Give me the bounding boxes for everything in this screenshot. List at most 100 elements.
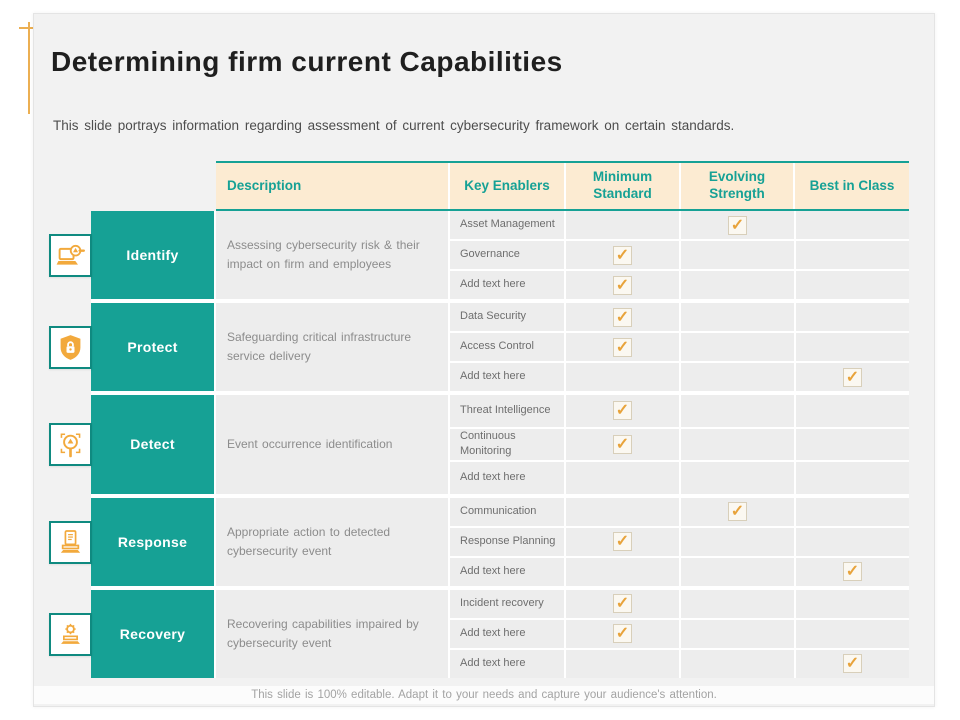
checkmark-icon: ✓ xyxy=(843,654,862,674)
checkmark-icon: ✓ xyxy=(843,562,862,582)
group-description: Safeguarding critical infrastructure ser… xyxy=(216,303,448,391)
enabler-row: Add text here xyxy=(450,462,909,494)
group-sub-rows: Communication ✓ Response Planning ✓ Add … xyxy=(450,497,909,586)
enabler-label: Asset Management xyxy=(450,211,564,239)
check-cell-minimum-standard xyxy=(566,363,679,391)
group-description: Assessing cybersecurity risk & their imp… xyxy=(216,211,448,299)
group-label: Protect xyxy=(91,303,214,391)
capability-group-row: Identify Assessing cybersecurity risk & … xyxy=(49,211,909,299)
header-best-in-class: Best in Class xyxy=(795,163,909,209)
check-cell-best-in-class xyxy=(796,211,909,239)
checkmark-icon: ✓ xyxy=(613,594,632,614)
group-sub-rows: Data Security ✓ Access Control ✓ Add tex… xyxy=(450,303,909,391)
check-cell-evolving-strength xyxy=(681,303,794,331)
group-sub-rows: Incident recovery ✓ Add text here ✓ Add … xyxy=(450,589,909,678)
check-cell-evolving-strength xyxy=(681,557,794,586)
check-cell-best-in-class xyxy=(796,303,909,331)
capability-group-row: Response Appropriate action to detected … xyxy=(49,497,909,586)
group-sub-rows: Asset Management ✓ Governance ✓ Add text… xyxy=(450,211,909,299)
enabler-row: Incident recovery ✓ xyxy=(450,589,909,618)
check-cell-evolving-strength xyxy=(681,649,794,678)
enabler-label: Add text here xyxy=(450,462,564,494)
slide-subtitle: This slide portrays information regardin… xyxy=(53,118,735,133)
group-label: Detect xyxy=(91,395,214,494)
check-cell-minimum-standard: ✓ xyxy=(566,527,679,556)
group-icon-box xyxy=(49,326,92,369)
decor-vertical-line xyxy=(28,22,30,114)
table-header-row: Description Key Enablers Minimum Standar… xyxy=(216,161,909,211)
enabler-label: Add text here xyxy=(450,363,564,391)
enabler-row: Add text here ✓ xyxy=(450,649,909,678)
laptop-gear-icon xyxy=(61,623,80,644)
check-cell-minimum-standard: ✓ xyxy=(566,428,679,461)
group-description: Appropriate action to detected cybersecu… xyxy=(216,497,448,586)
checkmark-icon: ✓ xyxy=(613,275,632,295)
enabler-label: Add text here xyxy=(450,619,564,648)
check-cell-minimum-standard: ✓ xyxy=(566,589,679,618)
capabilities-table: Description Key Enablers Minimum Standar… xyxy=(49,161,909,678)
enabler-label: Incident recovery xyxy=(450,589,564,618)
search-alert-icon xyxy=(60,433,81,458)
group-label: Recovery xyxy=(91,589,214,678)
check-cell-best-in-class: ✓ xyxy=(796,557,909,586)
enabler-label: Add text here xyxy=(450,557,564,586)
check-cell-best-in-class xyxy=(796,619,909,648)
group-description: Event occurrence identification xyxy=(216,395,448,494)
check-cell-minimum-standard: ✓ xyxy=(566,395,679,427)
enabler-row: Governance ✓ xyxy=(450,241,909,269)
check-cell-minimum-standard: ✓ xyxy=(566,333,679,361)
check-cell-minimum-standard: ✓ xyxy=(566,241,679,269)
enabler-row: Add text here ✓ xyxy=(450,271,909,299)
checkmark-icon: ✓ xyxy=(613,337,632,357)
laptop-search-icon xyxy=(56,244,85,265)
check-cell-minimum-standard xyxy=(566,497,679,526)
check-cell-evolving-strength xyxy=(681,462,794,494)
capability-group-row: Protect Safeguarding critical infrastruc… xyxy=(49,303,909,391)
enabler-row: Access Control ✓ xyxy=(450,333,909,361)
check-cell-minimum-standard: ✓ xyxy=(566,619,679,648)
check-cell-best-in-class xyxy=(796,497,909,526)
check-cell-best-in-class: ✓ xyxy=(796,363,909,391)
check-cell-evolving-strength xyxy=(681,333,794,361)
group-icon-box xyxy=(49,612,92,656)
checkmark-icon: ✓ xyxy=(613,532,632,552)
check-cell-minimum-standard: ✓ xyxy=(566,303,679,331)
enabler-label: Data Security xyxy=(450,303,564,331)
enabler-row: Communication ✓ xyxy=(450,497,909,526)
enabler-label: Response Planning xyxy=(450,527,564,556)
check-cell-best-in-class xyxy=(796,589,909,618)
check-cell-minimum-standard xyxy=(566,649,679,678)
check-cell-best-in-class xyxy=(796,241,909,269)
enabler-row: Response Planning ✓ xyxy=(450,527,909,556)
checkmark-icon: ✓ xyxy=(613,434,632,454)
checkmark-icon: ✓ xyxy=(843,367,862,387)
checkmark-icon: ✓ xyxy=(728,215,747,235)
check-cell-evolving-strength xyxy=(681,589,794,618)
enabler-label: Access Control xyxy=(450,333,564,361)
checkmark-icon: ✓ xyxy=(728,502,747,522)
check-cell-best-in-class xyxy=(796,395,909,427)
group-description: Recovering capabilities impaired by cybe… xyxy=(216,589,448,678)
check-cell-best-in-class xyxy=(796,428,909,461)
slide-canvas: Determining firm current Capabilities Th… xyxy=(33,13,935,707)
table-body: Identify Assessing cybersecurity risk & … xyxy=(49,211,909,678)
header-minimum-standard: Minimum Standard xyxy=(566,163,679,209)
group-icon-box xyxy=(49,234,92,277)
check-cell-best-in-class xyxy=(796,333,909,361)
slide-footer-note: This slide is 100% editable. Adapt it to… xyxy=(34,686,934,704)
slide-title: Determining firm current Capabilities xyxy=(51,46,563,77)
checkmark-icon: ✓ xyxy=(613,401,632,421)
header-description: Description xyxy=(216,163,448,209)
check-cell-evolving-strength xyxy=(681,363,794,391)
check-cell-evolving-strength: ✓ xyxy=(681,211,794,239)
check-cell-best-in-class xyxy=(796,271,909,299)
check-cell-evolving-strength: ✓ xyxy=(681,497,794,526)
enabler-row: Add text here ✓ xyxy=(450,557,909,586)
enabler-row: Asset Management ✓ xyxy=(450,211,909,239)
check-cell-best-in-class xyxy=(796,462,909,494)
header-evolving-strength: Evolving Strength xyxy=(681,163,793,209)
check-cell-evolving-strength xyxy=(681,271,794,299)
enabler-label: Continuous Monitoring xyxy=(450,428,564,461)
group-icon-box xyxy=(49,520,92,564)
report-stand-icon xyxy=(60,529,81,553)
